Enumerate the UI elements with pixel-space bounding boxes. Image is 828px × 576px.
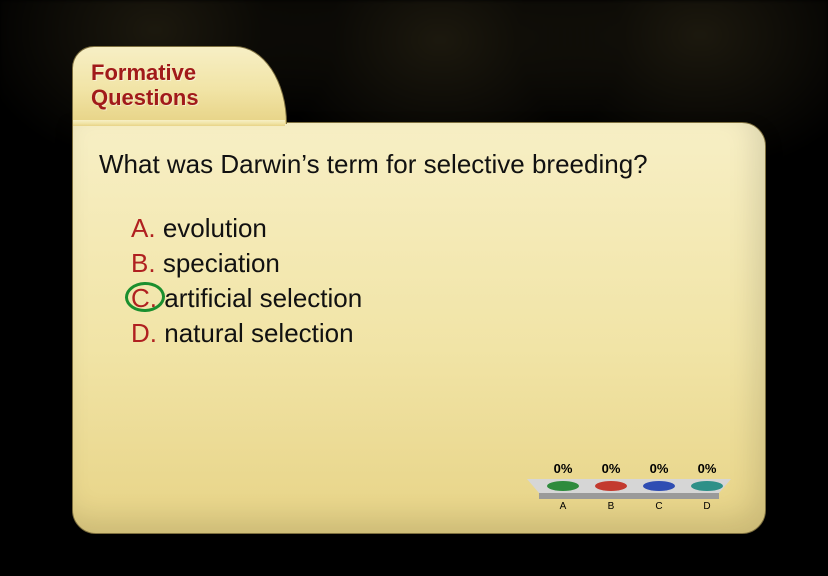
option-text: natural selection xyxy=(164,318,353,348)
option-letter: D. xyxy=(131,318,157,348)
option-c[interactable]: C. artificial selection xyxy=(131,281,362,316)
bar-a xyxy=(547,481,579,491)
question-text: What was Darwin’s term for selective bre… xyxy=(99,149,648,180)
lbl-c: C xyxy=(655,501,662,511)
tab-seam-mask xyxy=(73,120,285,126)
folder-card: Formative Questions What was Darwin’s te… xyxy=(72,46,766,536)
option-b[interactable]: B. speciation xyxy=(131,246,362,281)
tab-title-line2: Questions xyxy=(91,85,199,110)
option-a[interactable]: A. evolution xyxy=(131,211,362,246)
card-body: What was Darwin’s term for selective bre… xyxy=(72,122,766,534)
bar-d xyxy=(691,481,723,491)
tab-title-line1: Formative xyxy=(91,60,196,85)
pct-b: 0% xyxy=(602,461,621,476)
pct-d: 0% xyxy=(698,461,717,476)
chart-svg: 0% 0% 0% 0% A B C D xyxy=(519,431,739,511)
option-text: speciation xyxy=(163,248,280,278)
bar-c xyxy=(643,481,675,491)
pct-c: 0% xyxy=(650,461,669,476)
lbl-d: D xyxy=(703,501,710,511)
option-text: evolution xyxy=(163,213,267,243)
folder-tab: Formative Questions xyxy=(72,46,287,124)
option-d[interactable]: D. natural selection xyxy=(131,316,362,351)
options-list: A. evolution B. speciation C. artificial… xyxy=(131,211,362,351)
option-letter: B. xyxy=(131,248,156,278)
pct-a: 0% xyxy=(554,461,573,476)
bar-b xyxy=(595,481,627,491)
response-chart: 0% 0% 0% 0% A B C D xyxy=(519,431,739,511)
option-text: artificial selection xyxy=(164,283,362,313)
correct-circle-icon xyxy=(124,281,165,312)
lbl-a: A xyxy=(560,501,567,511)
option-letter: A. xyxy=(131,213,156,243)
tab-title: Formative Questions xyxy=(91,61,274,110)
lbl-b: B xyxy=(608,501,615,511)
platform-front xyxy=(539,493,719,499)
